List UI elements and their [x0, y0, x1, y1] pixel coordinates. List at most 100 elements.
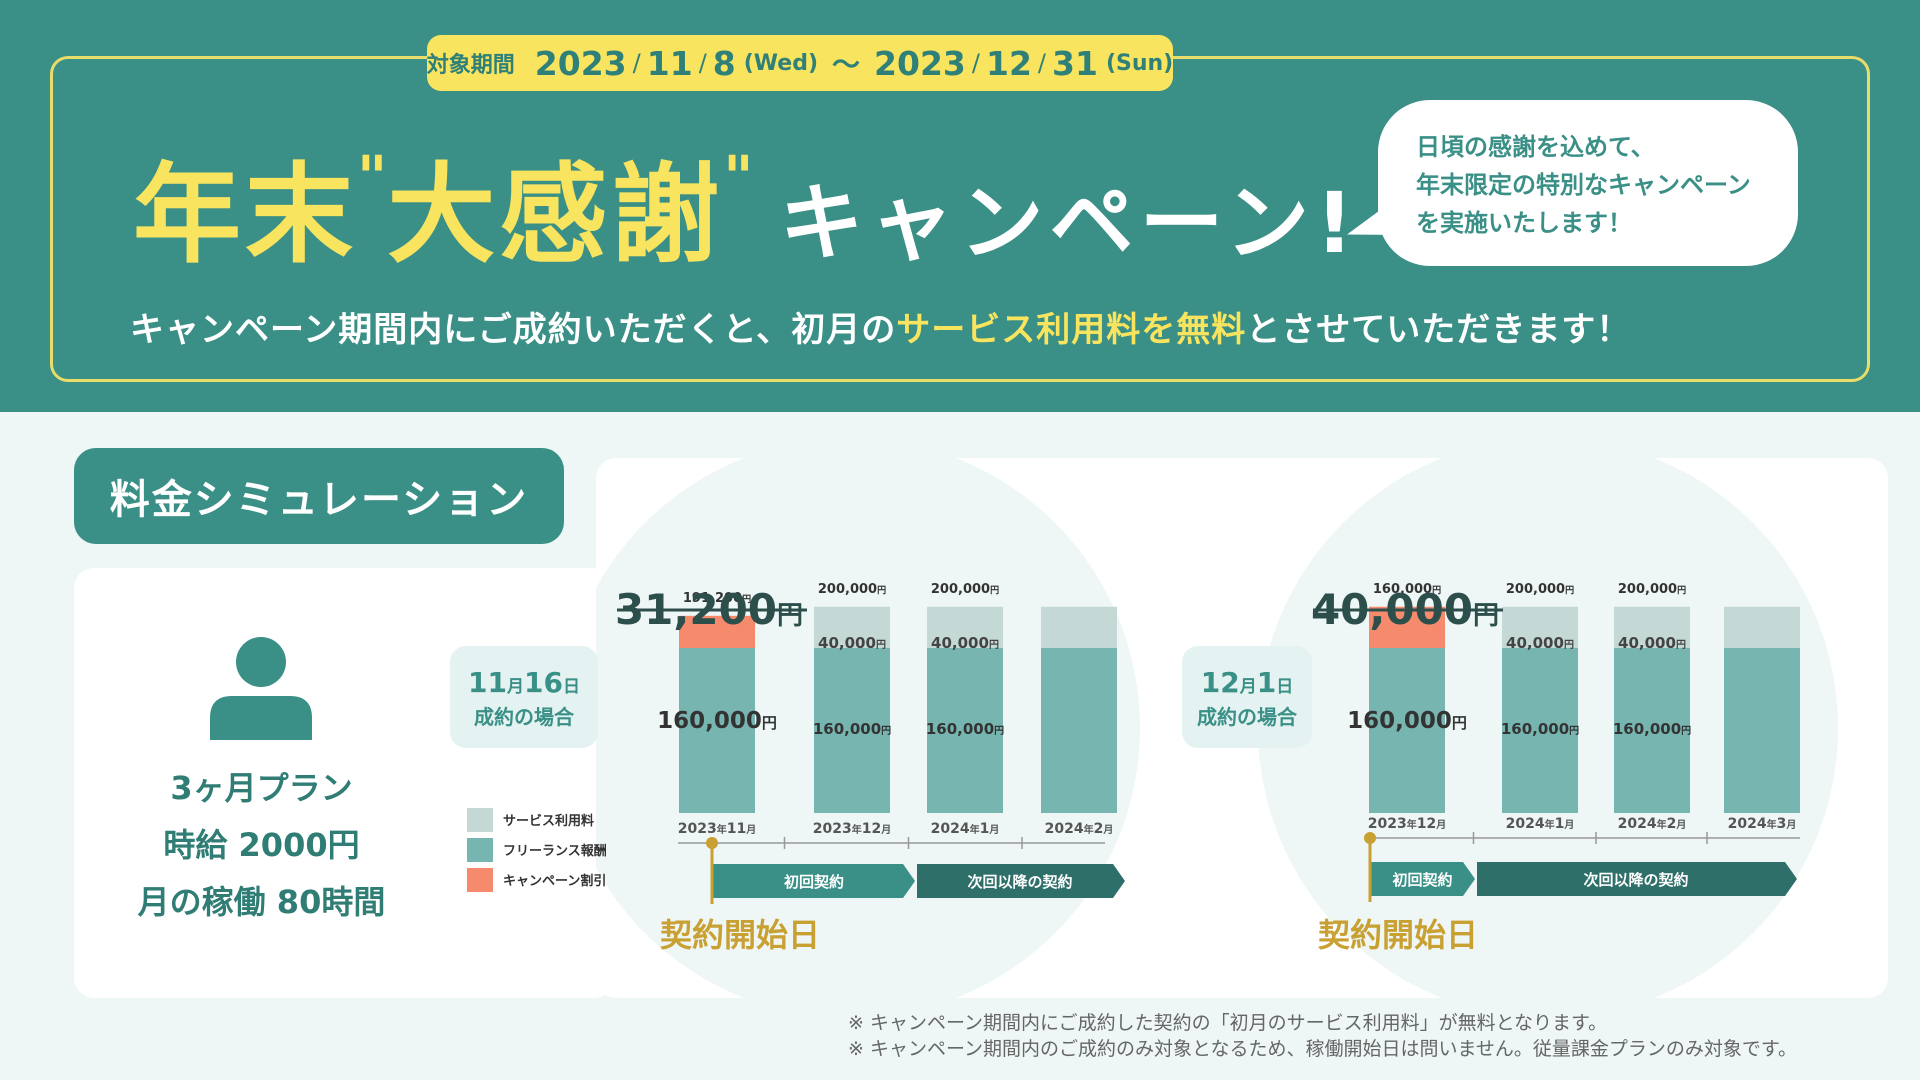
subline-part-4: とさせていただきます！ [1246, 310, 1632, 350]
chart-2-next-contract-label: 次回以降の契約 [1583, 871, 1688, 889]
chart-1-label-freelance-0-part-0: 160,000 [657, 708, 762, 734]
chart-2-start-label: 契約開始日 [1318, 916, 1478, 954]
chart-2-label-freelance-1: 160,000円 [1501, 720, 1579, 738]
chart-1-label-freelance-1-part-1: 円 [881, 725, 891, 737]
chart-1-xtick-0-part-1: 年 [717, 823, 727, 836]
chart-2-xtick-0-part-0: 2023 [1368, 816, 1407, 832]
start-slash-1: / [632, 49, 641, 77]
chart-2-total-2: 200,000円 [1618, 582, 1686, 597]
start-year: 2023 [534, 43, 627, 83]
legend-label-2: キャンペーン割引 [503, 873, 606, 889]
chart-2-struck-value-part-1: 円 [1473, 601, 1499, 631]
chart-2-case-date-part-3: 日 [1276, 677, 1293, 697]
chart-1-xtick-2-part-2: 1 [980, 821, 990, 837]
chart-1-label-service-2-part-0: 40,000 [931, 634, 989, 652]
chart-2-xtick-0-part-1: 年 [1407, 818, 1417, 831]
chart-2-first-contract-arrow [1370, 862, 1475, 896]
chart-1-total-1-part-0: 200,000 [818, 582, 877, 597]
legend-swatch-2 [467, 868, 493, 892]
chart-1-first-contract-arrow [713, 864, 915, 898]
chart-2-first-contract-label: 初回契約 [1392, 871, 1452, 889]
chart-1-label-freelance-2-part-0: 160,000 [926, 720, 994, 738]
chart-1-xtick-3-part-0: 2024 [1045, 821, 1084, 837]
end-day: 31 [1052, 43, 1098, 83]
chart-1-xtick-2: 2024年1月 [931, 821, 1000, 837]
chart-1-total-0-part-0: 191,200 [683, 591, 742, 606]
chart-1-xtick-1-part-0: 2023 [813, 821, 852, 837]
plan-duration: 3ヶ月プラン [170, 769, 353, 807]
title-quote-open: " [357, 143, 388, 211]
end-slash-2: / [1037, 49, 1047, 77]
chart-1-label-service-1: 40,000円 [818, 634, 886, 652]
chart-1-bar-freelance-1 [814, 648, 890, 813]
title-rest: キャンペーン! [779, 174, 1360, 272]
chart-1-bar-freelance-3 [1041, 648, 1117, 813]
chart-2-xtick-0-part-2: 12 [1417, 816, 1436, 832]
chart-2-case-label: 成約の場合 [1197, 705, 1298, 729]
legend-swatch-0 [467, 808, 493, 832]
chart-1-bar-freelance-0 [679, 648, 755, 813]
chart-2-next-contract-arrow [1477, 862, 1797, 896]
chart-2-start-marker-dot [1364, 832, 1376, 844]
chart-2-bar-service-3 [1724, 606, 1800, 648]
campaign-description: キャンペーン期間内にご成約いただくと、初月のサービス利用料を無料とさせていただき… [130, 302, 1631, 351]
chart-2-xtick-3-part-3: 月 [1785, 819, 1796, 831]
chart-2-xtick-3-part-2: 3 [1777, 816, 1787, 832]
chart-1-bar-service-2 [927, 606, 1003, 648]
period-label: 対象期間 [426, 53, 515, 78]
chart-1-xtick-0-part-3: 月 [745, 824, 756, 836]
chart-2-bar-freelance-1 [1502, 648, 1578, 813]
chart-1-xtick-2-part-3: 月 [988, 824, 999, 836]
end-dow: (Sun) [1105, 50, 1174, 76]
chart-2-total-0-part-1: 円 [1432, 585, 1441, 596]
chart-1-next-contract-arrow [917, 864, 1125, 898]
chart-2-label-service-2-part-0: 40,000 [1618, 634, 1676, 652]
chart-1-xtick-1-part-1: 年 [852, 823, 862, 836]
chart-2-bar-freelance-2 [1614, 648, 1690, 813]
chart-2-case-date: 12月1日 [1201, 666, 1293, 699]
footnote-1: ※ キャンペーン期間内にご成約した契約の「初月のサービス利用料」が無料となります… [848, 1012, 1608, 1034]
chart-2-label-service-1: 40,000円 [1506, 634, 1574, 652]
chart-2-bar-service-1 [1502, 606, 1578, 648]
chart-1-total-2-part-0: 200,000 [931, 582, 990, 597]
start-dow: (Wed) [743, 50, 819, 76]
chart-2-xtick-0: 2023年12月 [1368, 816, 1446, 832]
chart-1-case-date-part-1: 月 [506, 677, 524, 697]
chart-2-xtick-2: 2024年2月 [1618, 816, 1687, 832]
end-month: 12 [985, 43, 1032, 83]
chart-1-total-1-part-1: 円 [877, 585, 886, 596]
chart-1-bar-service-1 [814, 606, 890, 648]
chart-2-total-1-part-0: 200,000 [1506, 582, 1565, 597]
bubble-line-1: 日頃の感謝を込めて、 [1416, 133, 1655, 161]
chart-2-label-freelance-1-part-0: 160,000 [1501, 720, 1569, 738]
chart-2-label-freelance-2-part-0: 160,000 [1613, 720, 1681, 738]
chart-1-first-contract-label: 初回契約 [784, 873, 844, 891]
chart-1-bar-discount-0 [679, 615, 755, 648]
chart-1-case-date-part-0: 11 [468, 666, 507, 699]
legend-label-1: フリーランス報酬 [503, 843, 607, 859]
title-main: 年末 [133, 153, 358, 278]
chart-2-label-freelance-2: 160,000円 [1613, 720, 1691, 738]
chart-2-case-date-part-0: 12 [1201, 666, 1240, 699]
bubble-line-2: 年末限定の特別なキャンペーン [1416, 171, 1751, 199]
chart-1-xtick-0-part-0: 2023 [678, 821, 717, 837]
title-quote-close: " [723, 143, 754, 211]
chart-2-case-date-part-1: 月 [1239, 677, 1257, 697]
legend-label-0: サービス利用料 [503, 813, 594, 829]
subline-part-2: 初月の [791, 310, 897, 350]
footnote-2: ※ キャンペーン期間内のご成約のみ対象となるため、稼働開始日は問いません。従量課… [848, 1038, 1797, 1060]
chart-2-bar-service-2 [1614, 606, 1690, 648]
chart-2-xtick-0-part-3: 月 [1435, 819, 1446, 831]
chart-1-total-0-part-1: 円 [742, 594, 751, 605]
start-slash-2: / [698, 49, 707, 77]
plan-monthly-hours: 月の稼働 80時間 [137, 883, 386, 921]
chart-1-label-freelance-1-part-0: 160,000 [813, 720, 881, 738]
speech-bubble: 日頃の感謝を込めて、 年末限定の特別なキャンペーン を実施いたします！ [1378, 100, 1798, 266]
simulation-tab-title: 料金シミュレーション [74, 448, 564, 544]
chart-1-label-service-2-part-1: 円 [989, 639, 999, 651]
chart-2-case-date-part-2: 1 [1257, 666, 1276, 699]
chart-1-total-2: 200,000円 [931, 582, 999, 597]
chart-1-label-service-1-part-0: 40,000 [818, 634, 876, 652]
chart-1-case-label: 成約の場合 [474, 705, 575, 729]
